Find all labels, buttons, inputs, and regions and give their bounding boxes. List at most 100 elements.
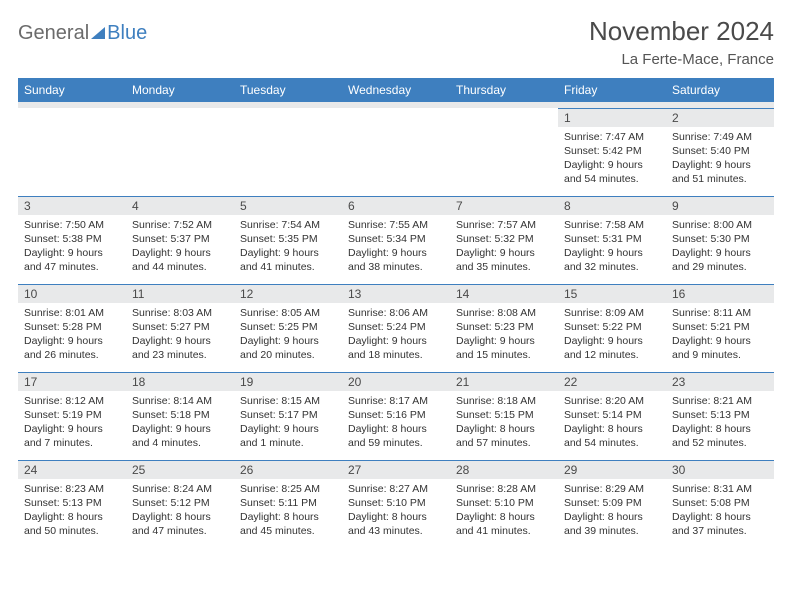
day-details: Sunrise: 8:29 AMSunset: 5:09 PMDaylight:… [558, 479, 666, 541]
calendar-day-cell: 30Sunrise: 8:31 AMSunset: 5:08 PMDayligh… [666, 460, 774, 548]
day-details: Sunrise: 8:15 AMSunset: 5:17 PMDaylight:… [234, 391, 342, 453]
day-details: Sunrise: 8:06 AMSunset: 5:24 PMDaylight:… [342, 303, 450, 365]
day-details: Sunrise: 8:27 AMSunset: 5:10 PMDaylight:… [342, 479, 450, 541]
day-number: 11 [126, 285, 234, 303]
calendar-day-cell: 23Sunrise: 8:21 AMSunset: 5:13 PMDayligh… [666, 372, 774, 460]
calendar-day-cell [450, 108, 558, 196]
day-details: Sunrise: 8:08 AMSunset: 5:23 PMDaylight:… [450, 303, 558, 365]
day-details: Sunrise: 7:55 AMSunset: 5:34 PMDaylight:… [342, 215, 450, 277]
day-number: 5 [234, 197, 342, 215]
calendar-day-cell: 26Sunrise: 8:25 AMSunset: 5:11 PMDayligh… [234, 460, 342, 548]
day-details: Sunrise: 8:31 AMSunset: 5:08 PMDaylight:… [666, 479, 774, 541]
day-number: 10 [18, 285, 126, 303]
day-number: 25 [126, 461, 234, 479]
day-details: Sunrise: 7:58 AMSunset: 5:31 PMDaylight:… [558, 215, 666, 277]
day-details: Sunrise: 8:12 AMSunset: 5:19 PMDaylight:… [18, 391, 126, 453]
calendar-day-cell [234, 108, 342, 196]
day-of-week-header: Wednesday [342, 78, 450, 102]
day-of-week-header: Tuesday [234, 78, 342, 102]
calendar-day-cell: 20Sunrise: 8:17 AMSunset: 5:16 PMDayligh… [342, 372, 450, 460]
day-number: 15 [558, 285, 666, 303]
day-number: 23 [666, 373, 774, 391]
calendar-page: General Blue November 2024 La Ferte-Mace… [0, 0, 792, 558]
calendar-week-row: 24Sunrise: 8:23 AMSunset: 5:13 PMDayligh… [18, 460, 774, 548]
day-details: Sunrise: 8:14 AMSunset: 5:18 PMDaylight:… [126, 391, 234, 453]
calendar-day-cell: 27Sunrise: 8:27 AMSunset: 5:10 PMDayligh… [342, 460, 450, 548]
day-of-week-header: Saturday [666, 78, 774, 102]
day-number: 14 [450, 285, 558, 303]
calendar-day-cell: 2Sunrise: 7:49 AMSunset: 5:40 PMDaylight… [666, 108, 774, 196]
day-number: 17 [18, 373, 126, 391]
calendar-day-cell: 17Sunrise: 8:12 AMSunset: 5:19 PMDayligh… [18, 372, 126, 460]
day-number: 3 [18, 197, 126, 215]
logo: General Blue [18, 22, 147, 45]
day-of-week-header: Friday [558, 78, 666, 102]
calendar-day-cell: 1Sunrise: 7:47 AMSunset: 5:42 PMDaylight… [558, 108, 666, 196]
day-details: Sunrise: 8:09 AMSunset: 5:22 PMDaylight:… [558, 303, 666, 365]
day-details: Sunrise: 8:05 AMSunset: 5:25 PMDaylight:… [234, 303, 342, 365]
calendar-day-cell [18, 108, 126, 196]
location: La Ferte-Mace, France [589, 51, 774, 68]
calendar-head: SundayMondayTuesdayWednesdayThursdayFrid… [18, 78, 774, 102]
day-details: Sunrise: 7:52 AMSunset: 5:37 PMDaylight:… [126, 215, 234, 277]
calendar-table: SundayMondayTuesdayWednesdayThursdayFrid… [18, 78, 774, 548]
day-of-week-header: Sunday [18, 78, 126, 102]
calendar-day-cell: 10Sunrise: 8:01 AMSunset: 5:28 PMDayligh… [18, 284, 126, 372]
calendar-day-cell: 14Sunrise: 8:08 AMSunset: 5:23 PMDayligh… [450, 284, 558, 372]
day-number: 12 [234, 285, 342, 303]
calendar-week-row: 1Sunrise: 7:47 AMSunset: 5:42 PMDaylight… [18, 108, 774, 196]
day-number: 4 [126, 197, 234, 215]
day-details: Sunrise: 8:20 AMSunset: 5:14 PMDaylight:… [558, 391, 666, 453]
day-details: Sunrise: 8:17 AMSunset: 5:16 PMDaylight:… [342, 391, 450, 453]
day-number: 28 [450, 461, 558, 479]
day-number: 18 [126, 373, 234, 391]
day-details: Sunrise: 8:01 AMSunset: 5:28 PMDaylight:… [18, 303, 126, 365]
day-details: Sunrise: 7:49 AMSunset: 5:40 PMDaylight:… [666, 127, 774, 189]
calendar-day-cell: 28Sunrise: 8:28 AMSunset: 5:10 PMDayligh… [450, 460, 558, 548]
day-number: 7 [450, 197, 558, 215]
day-details: Sunrise: 8:23 AMSunset: 5:13 PMDaylight:… [18, 479, 126, 541]
day-details: Sunrise: 8:28 AMSunset: 5:10 PMDaylight:… [450, 479, 558, 541]
day-of-week-row: SundayMondayTuesdayWednesdayThursdayFrid… [18, 78, 774, 102]
calendar-day-cell: 13Sunrise: 8:06 AMSunset: 5:24 PMDayligh… [342, 284, 450, 372]
header: General Blue November 2024 La Ferte-Mace… [18, 16, 774, 68]
calendar-day-cell: 22Sunrise: 8:20 AMSunset: 5:14 PMDayligh… [558, 372, 666, 460]
title-block: November 2024 La Ferte-Mace, France [589, 16, 774, 68]
day-number: 19 [234, 373, 342, 391]
day-number: 29 [558, 461, 666, 479]
month-title: November 2024 [589, 16, 774, 47]
calendar-day-cell: 19Sunrise: 8:15 AMSunset: 5:17 PMDayligh… [234, 372, 342, 460]
calendar-week-row: 10Sunrise: 8:01 AMSunset: 5:28 PMDayligh… [18, 284, 774, 372]
day-details: Sunrise: 8:21 AMSunset: 5:13 PMDaylight:… [666, 391, 774, 453]
day-number: 8 [558, 197, 666, 215]
calendar-day-cell: 18Sunrise: 8:14 AMSunset: 5:18 PMDayligh… [126, 372, 234, 460]
calendar-day-cell: 29Sunrise: 8:29 AMSunset: 5:09 PMDayligh… [558, 460, 666, 548]
calendar-week-row: 3Sunrise: 7:50 AMSunset: 5:38 PMDaylight… [18, 196, 774, 284]
calendar-day-cell: 7Sunrise: 7:57 AMSunset: 5:32 PMDaylight… [450, 196, 558, 284]
day-number: 13 [342, 285, 450, 303]
day-number: 24 [18, 461, 126, 479]
calendar-day-cell: 16Sunrise: 8:11 AMSunset: 5:21 PMDayligh… [666, 284, 774, 372]
logo-text-2: Blue [107, 22, 147, 45]
day-number: 22 [558, 373, 666, 391]
day-number: 1 [558, 109, 666, 127]
day-details: Sunrise: 7:50 AMSunset: 5:38 PMDaylight:… [18, 215, 126, 277]
day-number: 9 [666, 197, 774, 215]
calendar-day-cell [126, 108, 234, 196]
calendar-day-cell: 15Sunrise: 8:09 AMSunset: 5:22 PMDayligh… [558, 284, 666, 372]
calendar-day-cell: 5Sunrise: 7:54 AMSunset: 5:35 PMDaylight… [234, 196, 342, 284]
day-of-week-header: Thursday [450, 78, 558, 102]
day-number: 6 [342, 197, 450, 215]
day-number: 21 [450, 373, 558, 391]
day-number: 20 [342, 373, 450, 391]
calendar-day-cell: 3Sunrise: 7:50 AMSunset: 5:38 PMDaylight… [18, 196, 126, 284]
day-details: Sunrise: 8:18 AMSunset: 5:15 PMDaylight:… [450, 391, 558, 453]
day-details: Sunrise: 8:24 AMSunset: 5:12 PMDaylight:… [126, 479, 234, 541]
day-details: Sunrise: 7:47 AMSunset: 5:42 PMDaylight:… [558, 127, 666, 189]
logo-text-1: General [18, 22, 89, 45]
day-number: 26 [234, 461, 342, 479]
calendar-day-cell: 24Sunrise: 8:23 AMSunset: 5:13 PMDayligh… [18, 460, 126, 548]
calendar-day-cell: 21Sunrise: 8:18 AMSunset: 5:15 PMDayligh… [450, 372, 558, 460]
day-number: 2 [666, 109, 774, 127]
day-details: Sunrise: 7:57 AMSunset: 5:32 PMDaylight:… [450, 215, 558, 277]
